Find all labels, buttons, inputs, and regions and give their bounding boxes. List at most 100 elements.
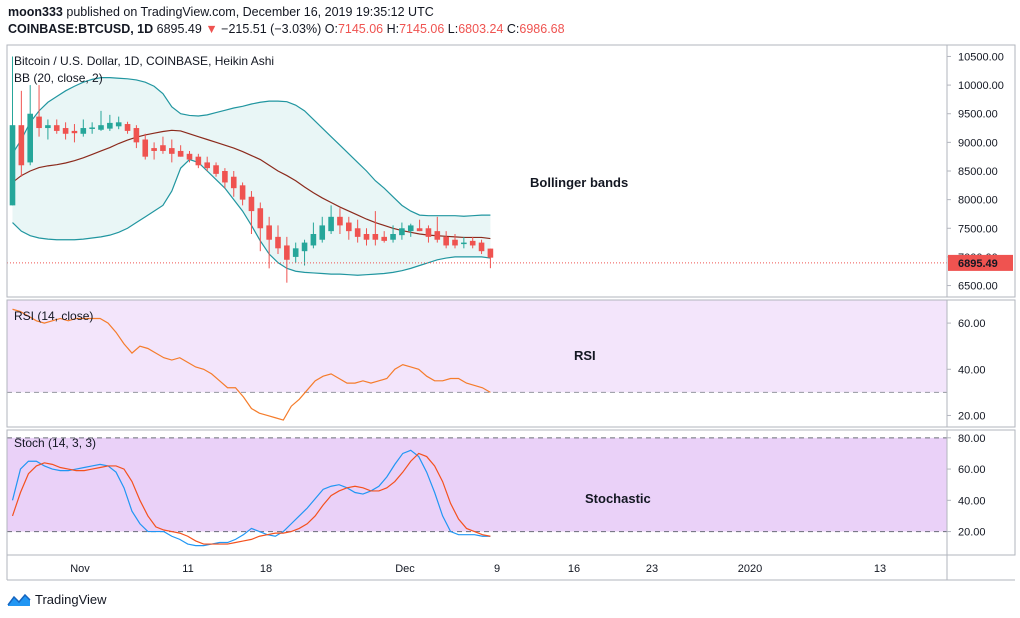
candle-body (151, 148, 157, 151)
candle-body (487, 248, 494, 258)
candle-body (443, 236, 449, 246)
rsi-tick-label: 60.00 (958, 318, 986, 330)
low-value: 6803.24 (458, 22, 504, 36)
candle-body (301, 242, 308, 252)
candle-body (248, 196, 255, 212)
publish-info: moon333 published on TradingView.com, De… (8, 5, 434, 19)
time-tick-label: 16 (568, 563, 580, 575)
down-arrow-icon: ▼ (205, 22, 218, 36)
candle-body (80, 128, 87, 134)
candle-body (98, 125, 104, 130)
price-tick-label: 7500.00 (958, 223, 998, 235)
time-tick-label: 9 (494, 563, 500, 575)
rsi-tick-label: 40.00 (958, 364, 986, 376)
candle-body (337, 216, 343, 226)
candle-body (9, 125, 16, 206)
publisher-name: moon333 (8, 5, 63, 19)
time-tick-label: Dec (395, 563, 415, 575)
open-value: 7145.06 (337, 22, 384, 36)
candle-body (107, 122, 113, 129)
time-tick-label: 23 (646, 563, 658, 575)
stochastic-annotation: Stochastic (585, 491, 651, 506)
time-tick-label: 13 (874, 563, 886, 575)
pane-border (6, 429, 1016, 556)
time-tick-label: 2020 (738, 563, 762, 575)
close-value: 6986.68 (519, 22, 565, 36)
candle-body (169, 148, 175, 154)
bb-label: BB (20, close, 2) (14, 71, 103, 85)
candle-body (133, 128, 140, 143)
price-tick-label: 6500.00 (958, 281, 998, 293)
candle-body (222, 171, 228, 183)
candle-body (372, 234, 379, 240)
candle-body (124, 124, 131, 131)
candle-body (186, 153, 193, 160)
candle-body (319, 225, 326, 240)
candle-body (18, 125, 25, 166)
pane-border (6, 299, 1016, 428)
candle-body (177, 150, 184, 157)
candle-body (257, 208, 264, 229)
candle-body (416, 228, 423, 232)
stoch-band (7, 437, 947, 532)
candle-body (204, 162, 210, 169)
rsi-band (7, 300, 947, 393)
rsi-tick-label: 20.00 (958, 410, 986, 422)
candle-body (195, 156, 202, 166)
pane-border (6, 44, 1016, 298)
candle-body (399, 228, 405, 236)
price-tick-label: 9000.00 (958, 137, 998, 149)
candle-body (407, 225, 414, 232)
last-price-tag (948, 254, 1013, 271)
last-price: 6895.49 (156, 22, 202, 36)
price-tick-label: 8000.00 (958, 195, 998, 207)
candle-body (53, 125, 60, 131)
candle-body (266, 225, 272, 240)
candle-body (62, 128, 69, 134)
candle-body (239, 185, 246, 200)
tradingview-brand-text: TradingView (35, 592, 107, 607)
stoch-tick-label: 80.00 (958, 433, 986, 445)
candle-body (284, 245, 290, 260)
candle-body (310, 234, 317, 246)
price-change: −215.51 (−3.03%) (221, 22, 322, 36)
candle-body (425, 228, 432, 237)
rsi-label: RSI (14, close) (14, 309, 93, 323)
high-label: H: (386, 22, 400, 36)
candle-body (71, 130, 78, 134)
candle-body (275, 236, 281, 249)
bb-fill (12, 77, 491, 276)
candle-body (434, 231, 441, 240)
stoch-tick-label: 20.00 (958, 527, 986, 539)
price-tick-label: 10000.00 (958, 80, 1004, 92)
bb-upper-line (11, 77, 491, 217)
candle-body (354, 228, 361, 237)
open-label: O: (324, 22, 338, 36)
candle-body (381, 236, 387, 241)
stoch-tick-label: 40.00 (958, 495, 986, 507)
candle-body (478, 242, 485, 252)
stoch-label: Stoch (14, 3, 3) (14, 436, 96, 450)
candle-body (36, 116, 42, 129)
price-tick-label: 9500.00 (958, 109, 998, 121)
tradingview-logo[interactable]: TradingView (7, 592, 107, 607)
time-tick-label: Nov (70, 563, 90, 575)
low-label: L: (447, 22, 459, 36)
time-tick-label: 11 (182, 563, 193, 575)
close-label: C: (506, 22, 520, 36)
candle-body (115, 122, 122, 127)
time-tick-label: 18 (260, 563, 272, 575)
stoch-k-line (11, 449, 491, 547)
candle-body (346, 222, 352, 232)
candle-body (213, 165, 219, 174)
price-tick-label: 8500.00 (958, 166, 998, 178)
candle-body (452, 239, 458, 246)
candle-body (363, 234, 370, 240)
tradingview-logo-icon (7, 593, 31, 606)
candle-body (469, 240, 476, 246)
publish-text: published on TradingView.com, December 1… (66, 5, 434, 19)
candle-body (292, 248, 299, 257)
price-tick-label: 10500.00 (958, 51, 1004, 63)
candle-body (142, 139, 149, 157)
